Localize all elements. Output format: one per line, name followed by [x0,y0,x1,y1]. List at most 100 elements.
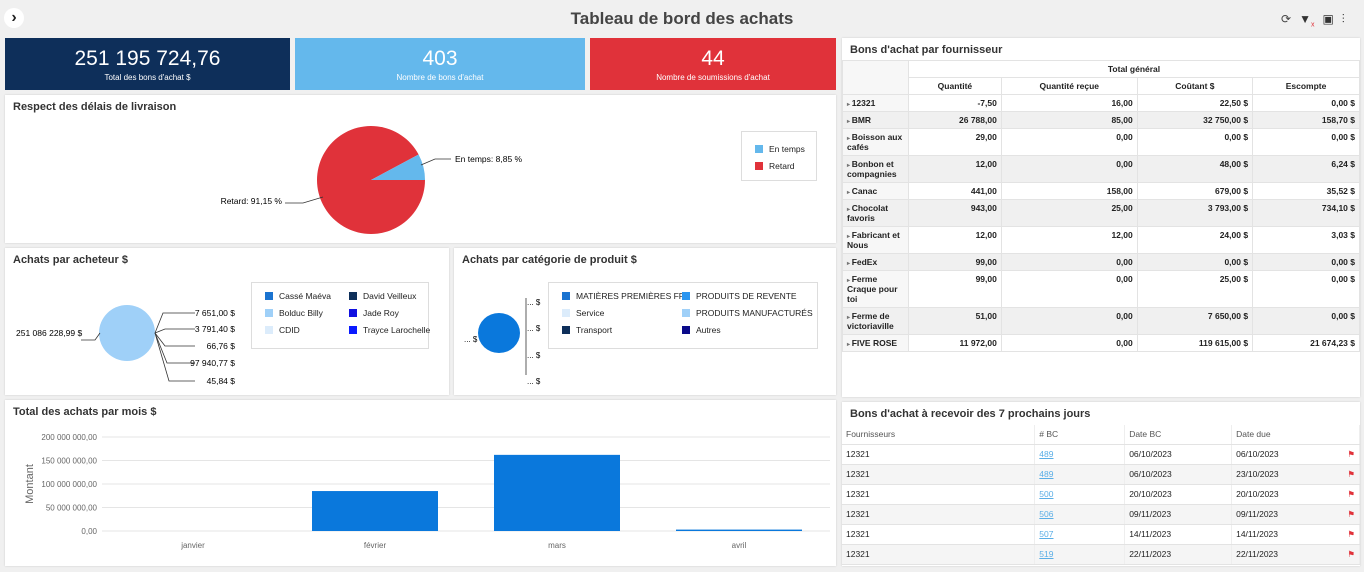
po-link[interactable]: 500 [1039,489,1054,499]
cell: 12,00 [908,155,1002,183]
cell: 35,52 $ [1252,182,1360,200]
po-link[interactable]: 519 [1039,549,1054,559]
date-due-cell: 09/11/2023 [1236,508,1279,519]
row-header-expand[interactable]: ▸ BMR [842,111,909,129]
legend-swatch [265,292,273,300]
buyer-label-big: 251 086 228,99 $ [16,328,82,338]
upcoming-table: Fournisseurs # BC Date BC Date due 12321 489 0… [842,425,1360,565]
table-row: 12321 500 20/10/2023 20/10/2023 ⚑ [842,484,1360,505]
legend-label: Jade Roy [363,308,399,318]
cell: 0,00 $ [1252,307,1360,335]
legend-swatch [562,309,570,317]
categories-panel: Achats par catégorie de produit $ ... $ … [454,248,836,395]
legend-item[interactable]: Trayce Larochelle [349,325,430,335]
row-header-expand[interactable]: ▸ Ferme de victoriaville [842,307,909,335]
cell: 3,03 $ [1252,226,1360,254]
row-header-expand[interactable]: ▸ Chocolat favoris [842,199,909,227]
cell: 0,00 $ [1252,94,1360,112]
cell: 0,00 [1000,307,1138,335]
table-row: ▸ Canac 441,00 158,00 679,00 $35,52 $ [842,182,1360,200]
expand-sidebar-button[interactable]: › [4,8,24,28]
date-due-cell: 06/10/2023 [1236,448,1279,459]
buyer-label: 66,76 $ [207,341,236,351]
column-header[interactable]: Date BC [1124,425,1233,445]
cell: 11 972,00 [908,334,1002,352]
cell: 158,00 [1000,182,1138,200]
po-link[interactable]: 489 [1039,469,1054,479]
row-header-expand[interactable]: ▸ Bonbon et compagnies [842,155,909,183]
table-row: ▸ Fabricant et Nous 12,00 12,00 24,00 $3,03… [842,226,1360,254]
legend-item[interactable]: Jade Roy [349,308,399,318]
row-header-expand[interactable]: ▸ Boisson aux cafés [842,128,909,156]
legend-item[interactable]: Transport [562,325,612,335]
cell: 99,00 [908,253,1002,271]
row-header-expand[interactable]: ▸ Fabricant et Nous [842,226,909,254]
cell: -7,50 [908,94,1002,112]
row-header-expand[interactable]: ▸ FIVE ROSE [842,334,909,352]
cell: 0,00 [1000,128,1138,156]
category-label: ... $ [527,324,541,333]
column-header[interactable]: Date due [1231,425,1360,445]
supplier-cell: 12321 [842,444,1036,465]
cell: 0,00 $ [1136,128,1254,156]
row-header-expand[interactable]: ▸ Ferme Craque pour toi [842,270,909,308]
bar-avril [676,529,802,531]
categories-legend: MATIÈRES PREMIÈRES FR PRODUITS DE REVENTE… [548,282,818,349]
legend-item[interactable]: CDID [265,325,300,335]
legend-item[interactable]: PRODUITS MANUFACTURÉS [682,308,813,318]
legend-item[interactable]: David Veilleux [349,291,416,301]
cell: 32 750,00 $ [1136,111,1254,129]
refresh-icon[interactable]: ⟳ [1281,12,1292,26]
row-header-expand[interactable]: ▸ FedEx [842,253,909,271]
legend-item[interactable]: Cassé Maéva [265,291,331,301]
date-due-cell: 14/11/2023 [1236,528,1279,539]
buyer-pie [99,305,155,361]
table-row: 12321 519 22/11/2023 22/11/2023 ⚑ [842,544,1360,565]
kpi-submissions: 44 Nombre de soumissions d'achat [590,38,836,90]
buyers-panel: Achats par acheteur $ 251 086 228,99 $ 7… [5,248,449,395]
legend-item[interactable]: Bolduc Billy [265,308,323,318]
cell: 0,00 [1000,334,1138,352]
cell: 85,00 [1000,111,1138,129]
cell: 0,00 $ [1136,253,1254,271]
po-link[interactable]: 489 [1039,449,1054,459]
cell: 16,00 [1000,94,1138,112]
legend-item[interactable]: Autres [682,325,721,335]
legend-item[interactable]: PRODUITS DE REVENTE [682,291,797,301]
save-icon[interactable]: ▣ [1322,12,1334,26]
pie-slice-retard [317,125,425,234]
clear-filter-icon[interactable]: ▼x [1299,12,1315,29]
settings-sliders-icon[interactable]: ⫶ [1341,12,1345,26]
cell: 0,00 $ [1252,270,1360,308]
legend-label: CDID [279,325,300,335]
pie-label-en-temps: En temps: 8,85 % [455,154,523,164]
column-header[interactable]: Escompte [1252,77,1360,95]
row-header-expand[interactable]: ▸ Canac [842,182,909,200]
column-header[interactable]: # BC [1034,425,1126,445]
table-row: ▸ FIVE ROSE 11 972,00 0,00 119 615,00 $21 6… [842,334,1360,352]
pie-slice-en-temps [371,154,425,180]
cell: 6,24 $ [1252,155,1360,183]
column-header[interactable]: Quantité reçue [1000,77,1138,95]
row-header-expand[interactable]: ▸ 12321 [842,94,909,112]
legend-label: PRODUITS DE REVENTE [696,291,797,301]
table-row: ▸ Ferme de victoriaville 51,00 0,00 7 650,0… [842,307,1360,335]
legend-swatch [562,326,570,334]
kpi-count: 403 Nombre de bons d'achat [295,38,585,90]
suppliers-panel: Bons d'achat par fournisseur Total génér… [842,38,1360,397]
cell: 48,00 $ [1136,155,1254,183]
cell: 12,00 [908,226,1002,254]
column-header[interactable]: Quantité [908,77,1002,95]
panel-title: Respect des délais de livraison [13,101,177,113]
buyer-label: 3 791,40 $ [195,324,235,334]
category-label: ... $ [464,335,478,344]
legend-item[interactable]: MATIÈRES PREMIÈRES FR [562,291,685,301]
po-link[interactable]: 507 [1039,529,1054,539]
legend-item[interactable]: Service [562,308,604,318]
table-row: ▸ 12321 -7,50 16,00 22,50 $0,00 $ [842,94,1360,112]
po-link[interactable]: 506 [1039,509,1054,519]
column-header[interactable]: Fournisseurs [842,425,1036,445]
cell: 943,00 [908,199,1002,227]
cell: 0,00 [1000,155,1138,183]
column-header[interactable]: Coûtant $ [1136,77,1254,95]
